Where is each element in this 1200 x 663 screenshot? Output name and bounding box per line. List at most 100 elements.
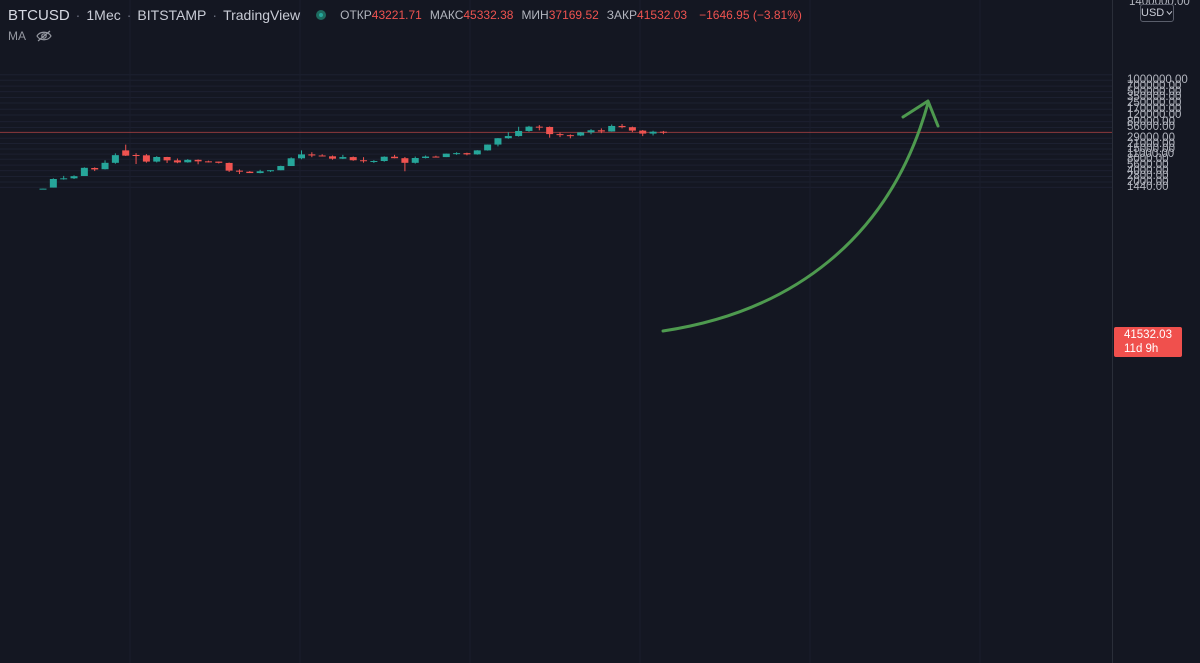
candle[interactable] [122,144,130,156]
candle[interactable] [380,156,388,162]
candle-body [504,136,512,139]
candle[interactable] [163,156,171,163]
candle[interactable] [587,129,595,135]
candle[interactable] [494,138,502,147]
candle[interactable] [111,153,119,164]
candle[interactable] [597,128,605,134]
candle[interactable] [329,155,337,160]
candle[interactable] [266,170,274,172]
candle[interactable] [484,144,492,151]
candle-body [432,156,440,158]
eye-slash-icon[interactable] [36,30,52,42]
candle[interactable] [318,154,326,157]
candle[interactable] [608,124,616,132]
interval-label[interactable]: 1Мес [86,7,121,23]
candle[interactable] [370,160,378,163]
ma-indicator-label[interactable]: MA [8,29,26,43]
candle-body [256,171,264,174]
close-label: ЗАКР [606,8,638,22]
candle[interactable] [515,126,523,137]
candle[interactable] [308,152,316,158]
candle[interactable] [463,152,471,156]
candle[interactable] [91,167,99,172]
candle-body [473,150,481,155]
candle-body [618,125,626,128]
candle-body [339,157,347,159]
symbol-name[interactable]: BTCUSD [8,6,70,24]
price-tick-label: 5600.00 [1127,159,1169,172]
candle[interactable] [298,150,305,160]
candle[interactable] [525,125,533,132]
candle-body [628,127,636,131]
candle[interactable] [80,167,88,177]
candle[interactable] [649,130,657,136]
candle[interactable] [473,150,481,155]
low-label: МИН [521,8,549,22]
candle[interactable] [287,157,295,167]
candle-body [308,154,316,156]
candle[interactable] [142,154,150,163]
candle-body [194,159,202,162]
forecast-arrow [661,99,940,333]
candle[interactable] [194,159,202,165]
candle[interactable] [659,130,667,135]
candle[interactable] [49,178,57,188]
candle[interactable] [360,157,368,163]
candle[interactable] [453,152,461,155]
candle-body [91,167,99,170]
candle[interactable] [132,153,140,164]
candle[interactable] [618,124,626,129]
price-tick-label: 2000.00 [1127,175,1169,188]
candle[interactable] [422,155,430,159]
candle[interactable] [349,156,357,161]
candle[interactable] [101,160,109,170]
price-tick-label: 11000.00 [1127,148,1175,161]
candle[interactable] [225,162,233,172]
candle-body [556,134,564,136]
candle[interactable] [577,132,585,137]
price-tick-label: 170000.00 [1127,103,1182,116]
candle[interactable] [215,161,223,164]
candle[interactable] [535,125,543,131]
candle[interactable] [432,155,440,158]
candle[interactable] [235,169,243,175]
candle[interactable] [566,134,574,139]
candle[interactable] [442,153,450,158]
candle[interactable] [546,126,554,138]
chart-grid [0,74,1112,188]
candle[interactable] [246,171,254,174]
candle[interactable] [391,154,399,159]
candle[interactable] [411,156,419,164]
candle[interactable] [401,157,409,172]
high-value: 45332.38 [463,8,514,22]
candle-body [132,154,140,156]
candle[interactable] [173,158,181,164]
candle-body [401,158,409,163]
candle[interactable] [204,160,212,163]
price-tick-label: 250000.00 [1127,96,1182,109]
candle-body [215,161,223,163]
candle[interactable] [70,175,78,179]
candle[interactable] [339,154,347,160]
candle-body [453,153,461,155]
candle[interactable] [277,165,285,171]
candle-body [329,156,337,159]
candle[interactable] [628,126,636,133]
candle[interactable] [39,188,47,190]
change-value: −1646.95 (−3.81%) [699,8,802,22]
candle-body [287,158,295,167]
candle-body [484,144,492,151]
candle-body [142,155,150,162]
candle[interactable] [639,129,647,137]
candle[interactable] [60,175,68,180]
candle[interactable] [256,169,264,174]
candle-body [411,158,419,163]
candle[interactable] [556,132,564,138]
candle[interactable] [504,132,512,139]
candle-body [153,157,161,162]
candle[interactable] [184,159,192,163]
currency-button[interactable]: USD [1140,4,1174,22]
price-tick-label: 56000.00 [1127,121,1175,134]
candle[interactable] [153,156,161,163]
